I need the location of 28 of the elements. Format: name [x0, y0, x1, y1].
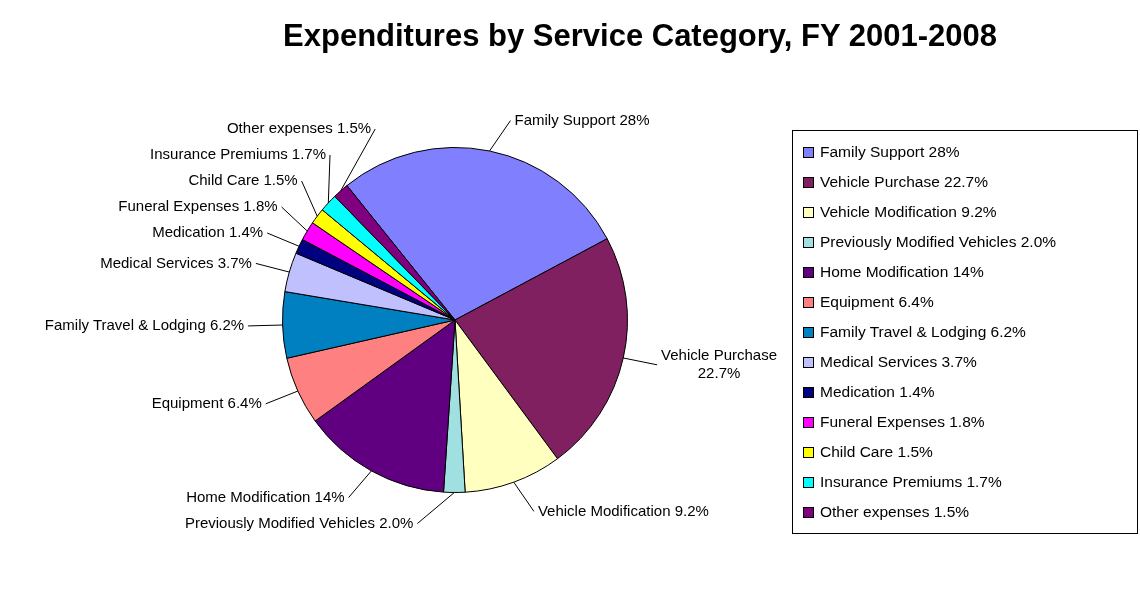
slice-label: Family Support 28%: [514, 110, 650, 128]
slice-label: Vehicle Modification 9.2%: [537, 501, 709, 519]
slice-label: Previously Modified Vehicles 2.0%: [184, 513, 414, 531]
legend-label: Vehicle Modification 9.2%: [820, 203, 997, 221]
legend-label: Home Modification 14%: [820, 263, 984, 281]
chart-title: Expenditures by Service Category, FY 2001-2008: [282, 18, 998, 54]
legend-label: Insurance Premiums 1.7%: [820, 473, 1002, 491]
slice-label: Insurance Premiums 1.7%: [150, 145, 327, 163]
legend-label: Medical Services 3.7%: [820, 353, 977, 371]
legend-label: Family Support 28%: [820, 143, 960, 161]
legend-label: Equipment 6.4%: [820, 293, 934, 311]
legend-label: Medication 1.4%: [820, 383, 935, 401]
slice-label: Other expenses 1.5%: [226, 119, 372, 137]
slice-label: Equipment 6.4%: [151, 393, 262, 411]
slice-label: Family Travel & Lodging 6.2%: [44, 316, 245, 334]
legend-label: Child Care 1.5%: [820, 443, 933, 461]
data-label: 22.7%: [697, 363, 741, 381]
legend-label: Family Travel & Lodging 6.2%: [820, 323, 1026, 341]
category-label: Vehicle Purchase 22.7%: [820, 173, 989, 190]
legend-label: Previously Modified Vehicles 2.0%: [820, 233, 1057, 251]
slice-label: Child Care 1.5%: [188, 171, 298, 189]
slice-label: Vehicle Purchase: [661, 345, 777, 363]
slice-label: Medication 1.4%: [152, 223, 264, 241]
slice-label: Home Modification 14%: [186, 487, 345, 505]
legend-label: Other expenses 1.5%: [820, 503, 970, 521]
legend-label: Funeral Expenses 1.8%: [820, 413, 985, 431]
slice-label: Medical Services 3.7%: [100, 253, 252, 271]
slice-label: Funeral Expenses 1.8%: [118, 197, 278, 215]
